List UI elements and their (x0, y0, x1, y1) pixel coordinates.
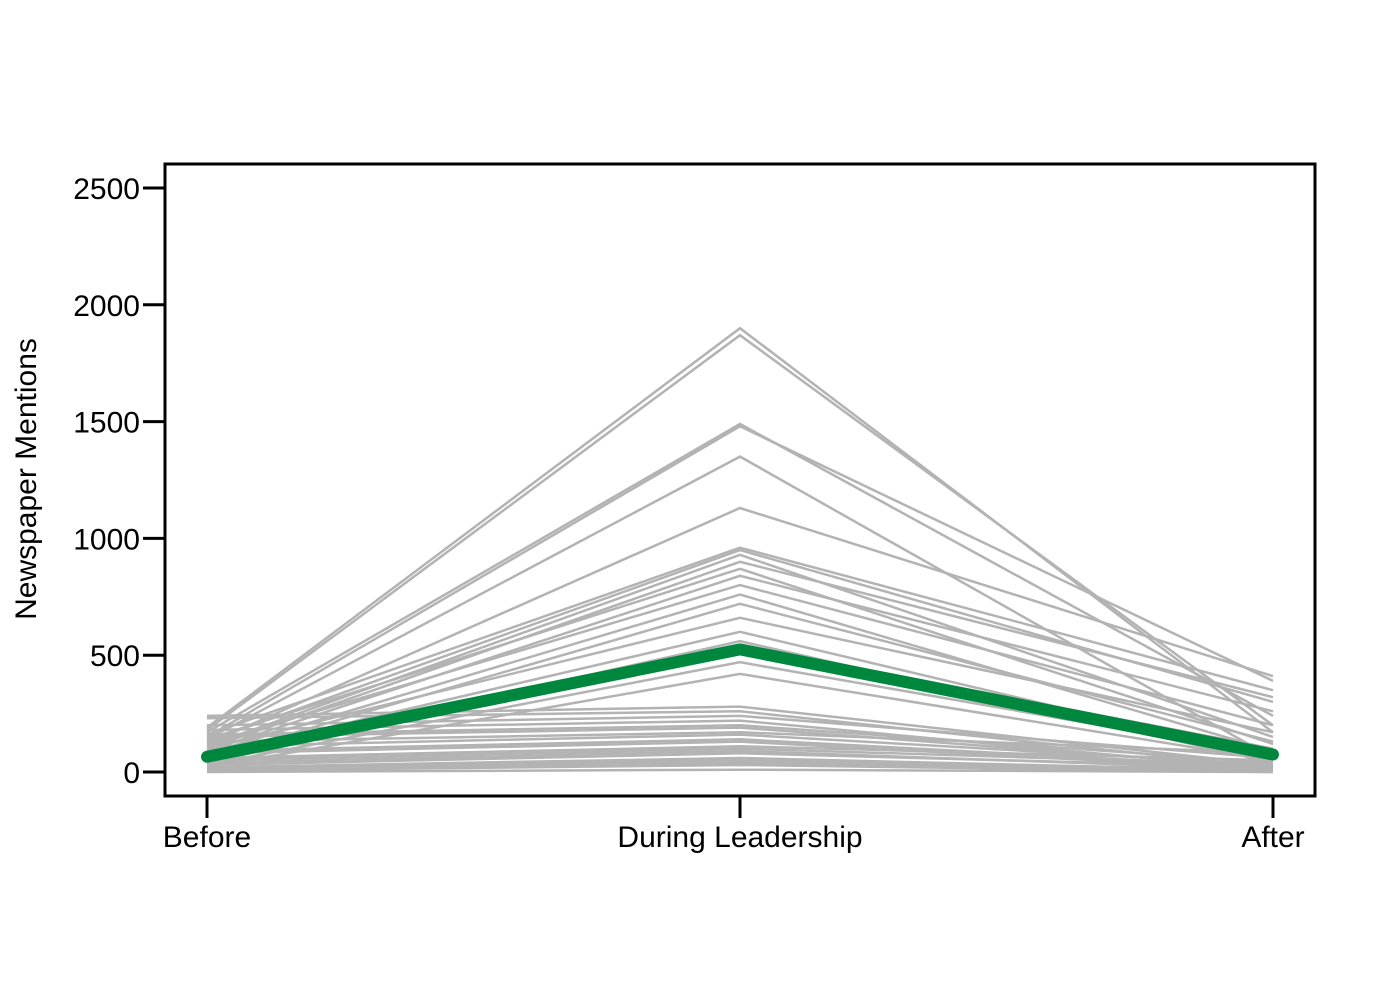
x-tick-label: Before (163, 821, 251, 854)
background-series-line-4 (206, 424, 1274, 739)
y-axis-title: Newspaper Mentions (10, 338, 43, 620)
highlight-series-line (201, 643, 1279, 763)
background-series-line-12 (206, 574, 1274, 753)
background-series-line-13 (206, 583, 1274, 746)
y-tick-label: 0 (123, 757, 140, 790)
background-series-line-32 (206, 745, 1274, 762)
background-series-line-11 (206, 567, 1274, 746)
background-series-group (206, 326, 1274, 774)
y-tick-label: 500 (90, 640, 140, 673)
background-series-line-16 (206, 616, 1274, 750)
background-series-line-30 (206, 738, 1274, 769)
background-series-line-3 (206, 422, 1274, 734)
x-axis: Before During Leadership After (163, 796, 1305, 854)
y-tick-label: 1500 (73, 407, 140, 440)
background-series-line-40 (206, 768, 1274, 774)
y-tick-label: 1000 (73, 523, 140, 556)
y-tick-label: 2000 (73, 290, 140, 323)
y-tick-label: 2500 (73, 173, 140, 206)
background-series-line-10 (206, 560, 1274, 750)
background-series-line-33 (206, 747, 1274, 767)
background-series-line-39 (206, 763, 1274, 774)
background-series-line-37 (206, 759, 1274, 771)
background-series-line-35 (206, 752, 1274, 769)
background-series-line-7 (206, 546, 1274, 736)
highlight-series-group (201, 643, 1279, 763)
background-series-line-38 (206, 761, 1274, 773)
background-series-line-26 (206, 724, 1274, 764)
y-axis: 0 500 1000 1500 2000 2500 (73, 173, 165, 790)
background-series-line-28 (206, 731, 1274, 755)
x-tick-label: After (1241, 821, 1304, 854)
background-series-line-5 (206, 455, 1274, 760)
background-series-line-21 (206, 672, 1274, 769)
background-series-line-15 (206, 602, 1274, 760)
background-series-line-6 (206, 506, 1274, 746)
background-series-line-14 (206, 593, 1274, 755)
background-series-line-1 (206, 326, 1274, 734)
x-tick-label: During Leadership (617, 821, 862, 854)
